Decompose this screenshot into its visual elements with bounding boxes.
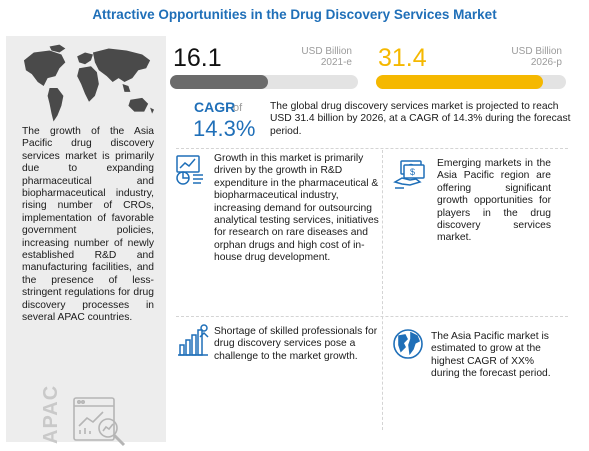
year-label-2021: 2021-e xyxy=(320,57,352,68)
insight-regional: The Asia Pacific market is estimated to … xyxy=(431,331,551,380)
insight-drivers: Growth in this market is primarily drive… xyxy=(214,153,379,264)
analytics-magnifier-icon xyxy=(73,397,126,447)
apac-description: The growth of the Asia Pacific drug disc… xyxy=(22,126,154,324)
insight-opportunities: Emerging markets in the Asia Pacific reg… xyxy=(437,158,551,244)
svg-text:$: $ xyxy=(410,167,415,177)
growth-chart-icon xyxy=(176,155,203,185)
market-bar-2021 xyxy=(170,75,358,89)
unit-label-2021: USD Billion xyxy=(301,46,352,57)
market-value-2026: 31.4 xyxy=(378,44,427,72)
divider xyxy=(382,150,383,430)
globe-icon xyxy=(393,329,423,359)
market-summary: The global drug discovery services marke… xyxy=(270,101,571,137)
cagr-value: 14.3% xyxy=(193,116,256,141)
year-label-2026: 2026-p xyxy=(530,57,562,68)
market-value-2021: 16.1 xyxy=(173,44,222,72)
cagr-label: CAGR xyxy=(194,99,236,115)
bar-chart-person-icon xyxy=(178,324,209,356)
cagr-of: of xyxy=(233,102,243,114)
unit-label-2026: USD Billion xyxy=(511,46,562,57)
money-opportunity-icon: $ xyxy=(393,160,425,189)
page-title: Attractive Opportunities in the Drug Dis… xyxy=(92,7,497,22)
divider xyxy=(176,148,568,149)
market-bar-fill-2026 xyxy=(376,75,544,89)
market-unit-2021: USD Billion 2021-e xyxy=(290,46,352,68)
world-map-icon xyxy=(23,44,155,122)
market-bar-2026 xyxy=(376,75,566,89)
divider xyxy=(176,316,568,317)
region-label: APAC xyxy=(40,384,62,444)
left-panel: The growth of the Asia Pacific drug disc… xyxy=(6,36,166,447)
insight-challenges: Shortage of skilled professionals for dr… xyxy=(214,326,378,362)
market-unit-2026: USD Billion 2026-p xyxy=(500,46,562,68)
market-bar-fill-2021 xyxy=(170,75,268,89)
